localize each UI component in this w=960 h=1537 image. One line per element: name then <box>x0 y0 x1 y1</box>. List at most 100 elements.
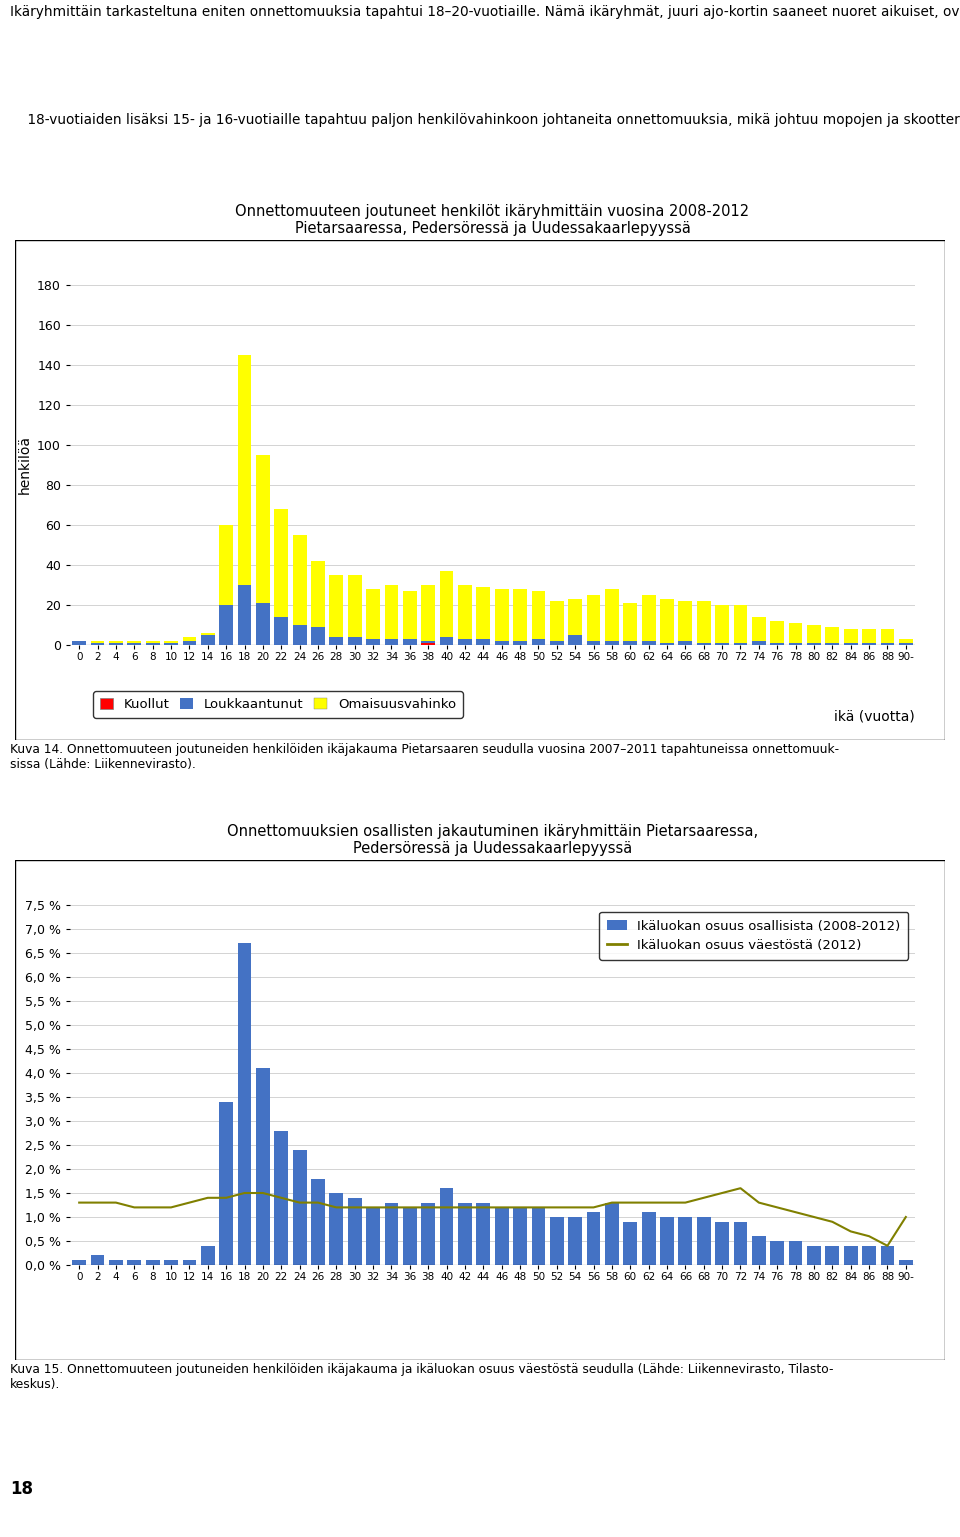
Ikäluokan osuus väestöstä (2012) <box>276 1188 287 1207</box>
Ikäluokan osuus väestöstä (2012) <box>294 1193 305 1211</box>
Ikäluokan osuus väestöstä (2012) <box>753 1193 764 1211</box>
Bar <box>366 1208 380 1265</box>
Bar <box>605 641 619 646</box>
Ikäluokan osuus väestöstä (2012) <box>110 1193 122 1211</box>
Bar <box>752 616 766 646</box>
Bar <box>256 455 270 646</box>
Text: 18-vuotiaiden lisäksi 15- ja 16-vuotiaille tapahtuu paljon henkilövahinkoon joht: 18-vuotiaiden lisäksi 15- ja 16-vuotiail… <box>10 114 960 128</box>
Bar <box>826 1247 839 1265</box>
Bar <box>880 629 895 646</box>
Bar <box>403 592 417 646</box>
Bar <box>421 642 435 646</box>
Title: Onnettomuuksien osallisten jakautuminen ikäryhmittäin Pietarsaaressa,
Pedersöres: Onnettomuuksien osallisten jakautuminen … <box>227 824 758 856</box>
Bar <box>605 589 619 646</box>
Bar <box>679 601 692 646</box>
Bar <box>201 1247 215 1265</box>
Legend: Kuollut, Loukkaantunut, Omaisuusvahinko: Kuollut, Loukkaantunut, Omaisuusvahinko <box>93 692 463 718</box>
Bar <box>476 1202 491 1265</box>
Bar <box>458 586 471 646</box>
Bar <box>440 636 453 646</box>
Bar <box>256 603 270 646</box>
Bar <box>494 589 509 646</box>
Ikäluokan osuus väestöstä (2012) <box>863 1227 875 1245</box>
Bar <box>660 642 674 646</box>
Bar <box>182 641 196 646</box>
Bar <box>679 1217 692 1265</box>
Ikäluokan osuus väestöstä (2012) <box>422 1199 434 1217</box>
Bar <box>72 1260 86 1265</box>
Ikäluokan osuus väestöstä (2012) <box>312 1193 324 1211</box>
Bar <box>109 641 123 646</box>
Bar <box>641 641 656 646</box>
Bar <box>293 626 306 646</box>
Bar <box>421 1202 435 1265</box>
Ikäluokan osuus väestöstä (2012) <box>515 1199 526 1217</box>
Bar <box>182 1260 196 1265</box>
Line: Ikäluokan osuus väestöstä (2012): Ikäluokan osuus väestöstä (2012) <box>79 1188 906 1247</box>
Bar <box>275 509 288 646</box>
Bar <box>348 1197 362 1265</box>
Ikäluokan osuus väestöstä (2012) <box>734 1179 746 1197</box>
Bar <box>899 642 913 646</box>
Bar <box>623 641 637 646</box>
Y-axis label: henkilöä: henkilöä <box>17 435 32 495</box>
Bar <box>90 1256 105 1265</box>
Bar <box>182 636 196 646</box>
Bar <box>476 587 491 646</box>
Bar <box>109 642 123 646</box>
Ikäluokan osuus väestöstä (2012) <box>386 1199 397 1217</box>
Ikäluokan osuus väestöstä (2012) <box>680 1193 691 1211</box>
Bar <box>494 641 509 646</box>
Ikäluokan osuus väestöstä (2012) <box>716 1183 728 1202</box>
Bar <box>72 641 86 646</box>
Bar <box>660 1217 674 1265</box>
Bar <box>697 601 710 646</box>
Bar <box>256 1068 270 1265</box>
Ikäluokan osuus väestöstä (2012) <box>129 1199 140 1217</box>
Bar <box>880 1247 895 1265</box>
Bar <box>807 1247 821 1265</box>
Bar <box>311 561 324 646</box>
Ikäluokan osuus väestöstä (2012) <box>881 1237 893 1256</box>
Ikäluokan osuus väestöstä (2012) <box>643 1193 655 1211</box>
Bar <box>348 575 362 646</box>
Bar <box>550 601 564 646</box>
Ikäluokan osuus väestöstä (2012) <box>551 1199 563 1217</box>
Bar <box>807 642 821 646</box>
Bar <box>862 1247 876 1265</box>
Bar <box>807 626 821 646</box>
Bar <box>679 641 692 646</box>
Ikäluokan osuus väestöstä (2012) <box>183 1193 195 1211</box>
Ikäluokan osuus väestöstä (2012) <box>569 1199 581 1217</box>
Bar <box>550 641 564 646</box>
Bar <box>494 1208 509 1265</box>
Bar <box>532 592 545 646</box>
Bar <box>752 641 766 646</box>
Bar <box>844 629 857 646</box>
Ikäluokan osuus väestöstä (2012) <box>239 1183 251 1202</box>
Bar <box>440 572 453 646</box>
Bar <box>329 1193 344 1265</box>
Bar <box>587 595 600 646</box>
Bar <box>385 639 398 646</box>
Bar <box>128 642 141 646</box>
Text: ikä (vuotta): ikä (vuotta) <box>834 710 915 724</box>
Bar <box>770 642 784 646</box>
Bar <box>201 635 215 646</box>
Ikäluokan osuus väestöstä (2012) <box>698 1188 709 1207</box>
Ikäluokan osuus väestöstä (2012) <box>606 1193 617 1211</box>
Ikäluokan osuus väestöstä (2012) <box>349 1199 361 1217</box>
Ikäluokan osuus väestöstä (2012) <box>496 1199 508 1217</box>
Bar <box>164 1260 178 1265</box>
Bar <box>440 1188 453 1265</box>
Text: 18: 18 <box>10 1480 33 1499</box>
Bar <box>311 1179 324 1265</box>
Bar <box>733 606 748 646</box>
Ikäluokan osuus väestöstä (2012) <box>790 1203 802 1222</box>
Title: Onnettomuuteen joutuneet henkilöt ikäryhmittäin vuosina 2008-2012
Pietarsaaressa: Onnettomuuteen joutuneet henkilöt ikäryh… <box>235 204 750 237</box>
Bar <box>403 639 417 646</box>
Bar <box>899 639 913 646</box>
Text: Ikäryhmittäin tarkasteltuna eniten onnettomuuksia tapahtui 18–20-vuotiaille. Näm: Ikäryhmittäin tarkasteltuna eniten onnet… <box>10 5 960 18</box>
Ikäluokan osuus väestöstä (2012) <box>147 1199 158 1217</box>
Bar <box>880 642 895 646</box>
